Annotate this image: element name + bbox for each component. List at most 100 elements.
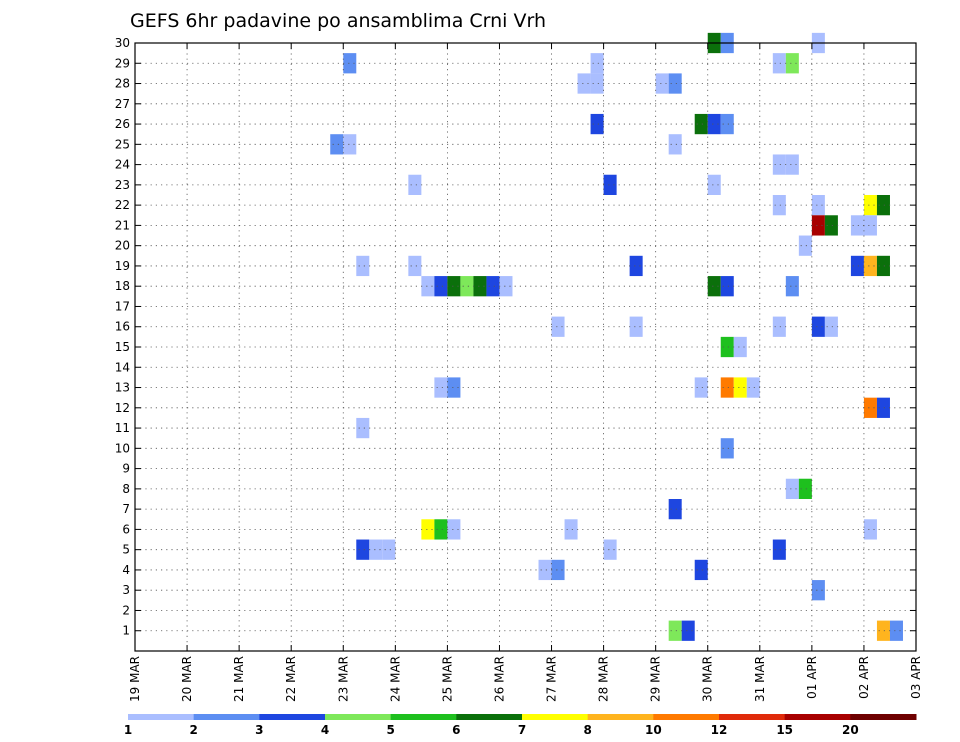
heatmap-cell	[785, 53, 799, 74]
heatmap-cell	[876, 620, 890, 641]
heatmap-cell	[850, 215, 864, 236]
colorbar-swatch	[522, 714, 589, 720]
heatmap-cell	[798, 478, 812, 499]
heatmap-cell	[655, 73, 669, 94]
x-tick-label: 19 MAR	[128, 656, 142, 702]
heatmap-cell	[668, 620, 682, 641]
heatmap-cell	[876, 195, 890, 216]
heatmap-cell	[668, 499, 682, 520]
colorbar-swatch	[784, 714, 851, 720]
heatmap-cell	[863, 519, 877, 540]
heatmap-cell	[629, 255, 643, 277]
heatmap-cell	[694, 377, 708, 398]
colorbar-label: 5	[386, 723, 394, 737]
heatmap-cell	[421, 276, 435, 297]
heatmap-cell	[577, 73, 591, 94]
y-tick-label: 23	[115, 178, 130, 192]
y-axis: 1234567891011121314151617181920212223242…	[115, 36, 916, 638]
heatmap-cell	[590, 73, 604, 94]
heatmap-cell	[824, 215, 838, 236]
x-tick-label: 01 APR	[805, 656, 819, 699]
heatmap-cell	[746, 377, 760, 398]
colorbar-swatch	[325, 714, 392, 720]
heatmap-cell	[798, 235, 812, 256]
colorbar-label: 3	[255, 723, 263, 737]
y-tick-label: 10	[115, 441, 130, 455]
x-tick-label: 21 MAR	[232, 656, 246, 702]
chart-title: GEFS 6hr padavine po ansamblima Crni Vrh	[130, 10, 546, 32]
heatmap-cell	[850, 255, 864, 277]
heatmap-cell	[551, 559, 565, 581]
y-tick-label: 24	[115, 158, 130, 172]
y-tick-label: 15	[115, 340, 130, 354]
colorbar-label: 15	[776, 723, 793, 737]
x-tick-label: 31 MAR	[753, 656, 767, 702]
colorbar-label: 10	[645, 723, 662, 737]
heatmap-cell	[876, 397, 890, 418]
x-tick-label: 02 APR	[857, 656, 871, 699]
heatmap-cell	[876, 255, 890, 277]
heatmap-cell	[590, 113, 604, 135]
colorbar-swatch	[653, 714, 720, 720]
heatmap-cell	[343, 53, 357, 74]
y-tick-label: 28	[115, 77, 130, 91]
heatmap-cell	[434, 276, 448, 297]
heatmap-cell	[356, 417, 370, 439]
y-tick-label: 25	[115, 137, 130, 151]
heatmap-cell	[707, 174, 721, 195]
heatmap-cell	[460, 276, 474, 297]
x-tick-label: 30 MAR	[701, 656, 715, 702]
heatmap-cell	[720, 276, 734, 297]
heatmap-cell	[486, 276, 500, 297]
x-tick-label: 03 APR	[909, 656, 923, 699]
heatmap-cell	[811, 580, 825, 601]
y-tick-label: 29	[115, 56, 130, 70]
heatmap-cell	[447, 519, 461, 540]
y-tick-label: 22	[115, 198, 130, 212]
x-tick-label: 23 MAR	[336, 656, 350, 702]
x-tick-label: 20 MAR	[180, 656, 194, 702]
heatmap-cell	[343, 134, 357, 155]
heatmap-cell	[772, 539, 786, 560]
heatmap-cell	[590, 53, 604, 74]
heatmap-cell	[733, 377, 747, 398]
colorbar-label: 6	[452, 723, 460, 737]
x-tick-label: 28 MAR	[597, 656, 611, 702]
heatmap-cell	[772, 53, 786, 74]
heatmap-cell	[863, 195, 877, 216]
heatmap-cell	[382, 539, 396, 560]
colorbar-swatch	[587, 714, 654, 720]
heatmap-cell	[785, 276, 799, 297]
y-tick-label: 17	[115, 299, 130, 313]
y-tick-label: 4	[122, 563, 130, 577]
colorbar-label: 2	[189, 723, 197, 737]
colorbar-swatch	[390, 714, 457, 720]
colorbar-swatch	[719, 714, 786, 720]
y-tick-label: 14	[115, 360, 130, 374]
heatmap-cell	[629, 316, 643, 337]
y-tick-label: 6	[122, 522, 130, 536]
colorbar-label: 1	[124, 723, 132, 737]
colorbar-label: 4	[321, 723, 329, 737]
heatmap-cell	[434, 377, 448, 398]
heatmap-cell	[447, 276, 461, 297]
heatmap-cell	[785, 154, 799, 175]
heatmap-cell	[811, 195, 825, 216]
heatmap-cell	[694, 113, 708, 135]
heatmap-cell	[707, 276, 721, 297]
heatmap-cell	[421, 519, 435, 540]
heatmap-cell	[447, 377, 461, 398]
heatmap-cell	[408, 174, 422, 195]
heatmap-cell	[863, 255, 877, 277]
y-tick-label: 7	[122, 502, 130, 516]
colorbar-swatch	[850, 714, 917, 720]
colorbar-label: 7	[518, 723, 526, 737]
x-tick-label: 26 MAR	[492, 656, 506, 702]
y-tick-label: 13	[115, 381, 130, 395]
heatmap-cell	[473, 276, 487, 297]
heatmap-cell	[772, 316, 786, 337]
y-tick-label: 19	[115, 259, 130, 273]
heatmap-cell	[772, 195, 786, 216]
heatmap-cell	[720, 336, 734, 358]
heatmap-cell	[681, 620, 695, 641]
